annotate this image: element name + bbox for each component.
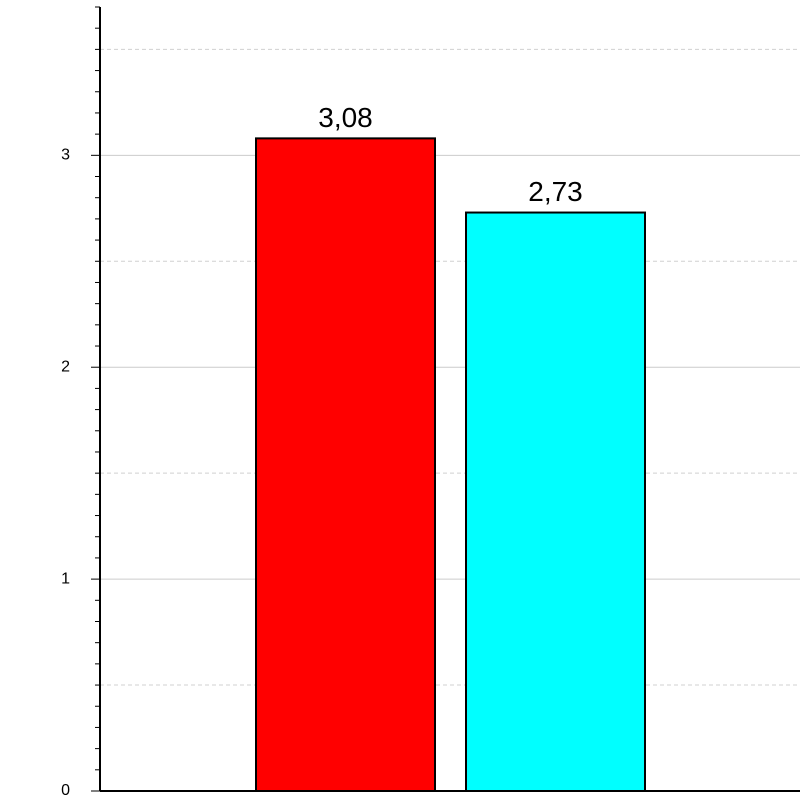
value-label: 3,08 <box>318 102 373 133</box>
y-tick-label: 3 <box>61 147 70 164</box>
bar <box>255 137 436 792</box>
y-tick-label: 0 <box>61 782 70 799</box>
y-tick-label: 2 <box>61 358 70 375</box>
bar <box>465 211 646 792</box>
value-label: 2,73 <box>528 176 583 207</box>
y-tick-label: 1 <box>61 570 70 587</box>
